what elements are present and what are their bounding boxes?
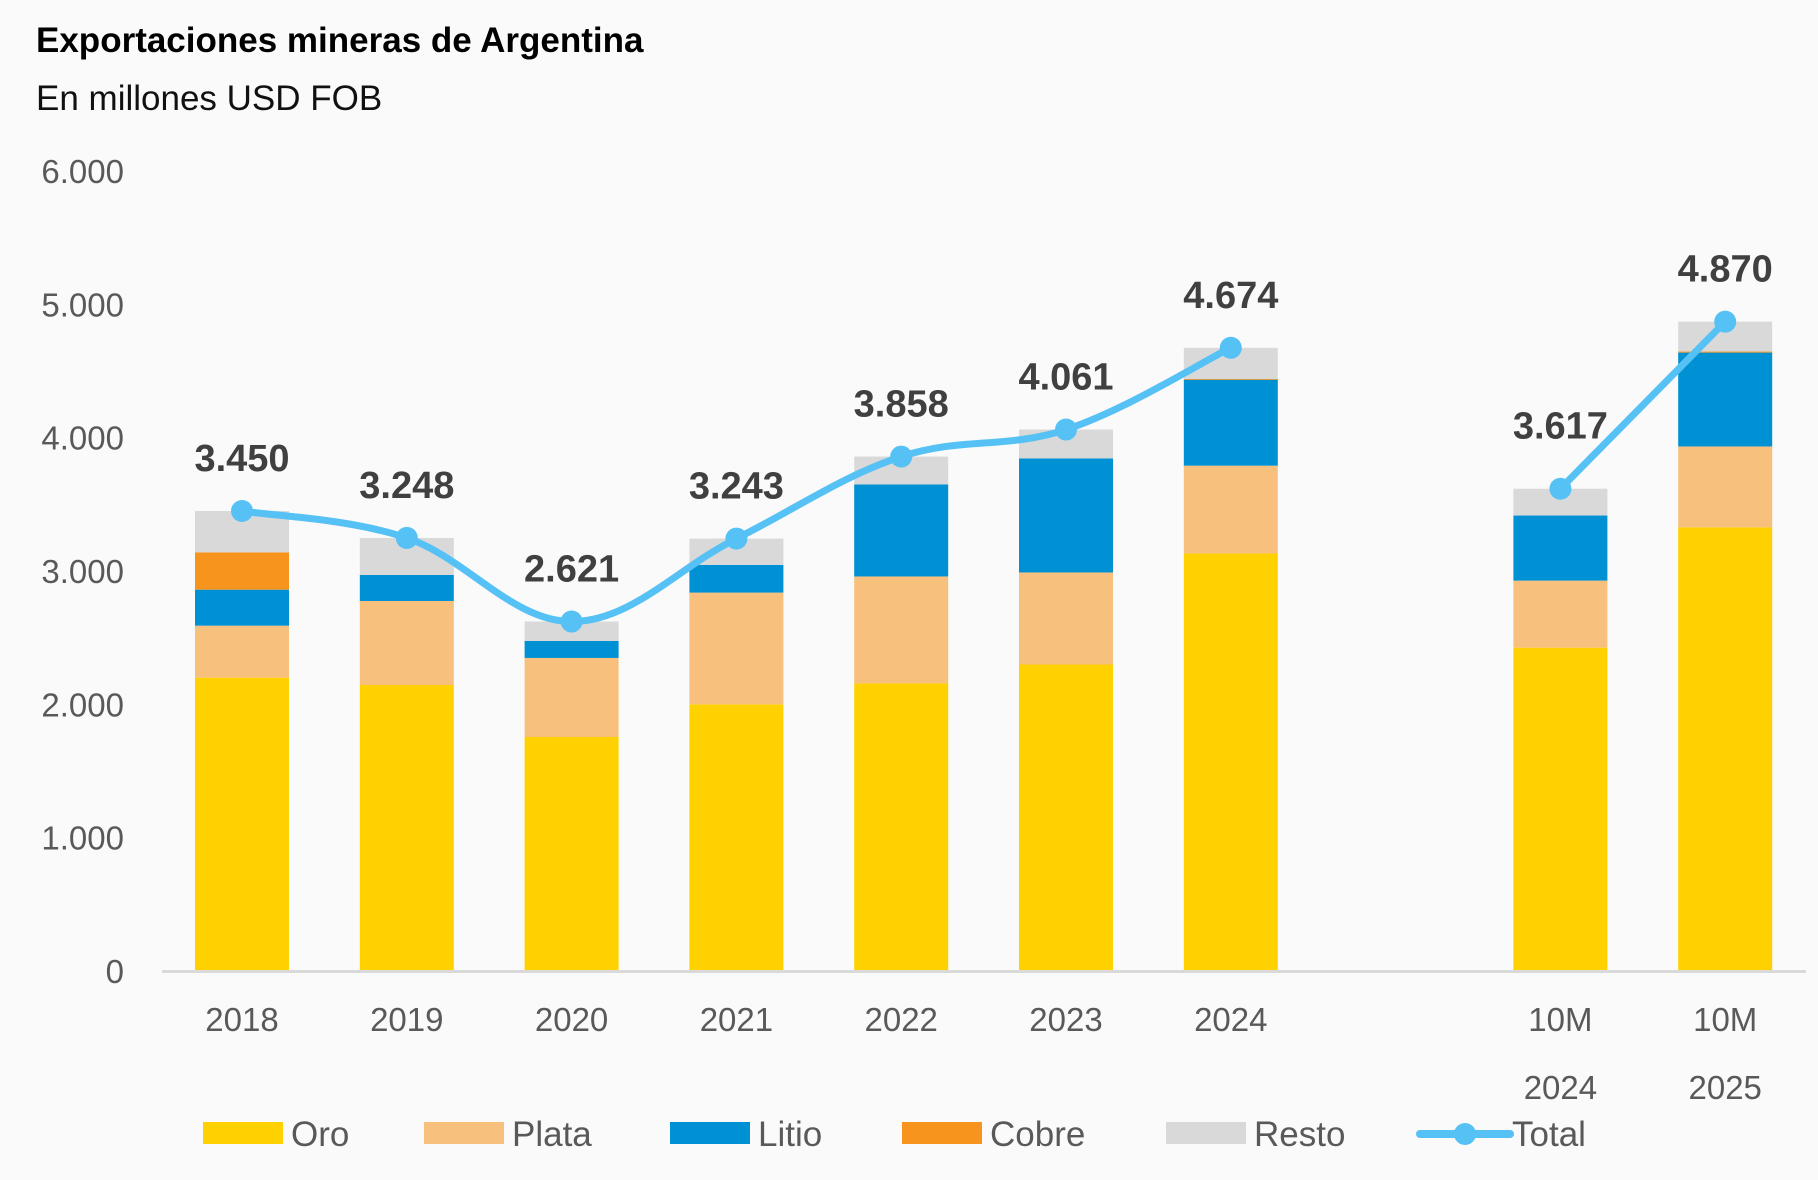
x-tick-label: 2021 bbox=[700, 1001, 773, 1038]
bar-segment-litio bbox=[1513, 515, 1608, 581]
total-data-label: 3.243 bbox=[689, 466, 784, 508]
bar-segment-plata bbox=[689, 592, 784, 705]
bar-segment-plata bbox=[359, 601, 454, 685]
bar-segment-oro bbox=[1183, 553, 1278, 971]
bar-segment-litio bbox=[524, 640, 619, 658]
y-tick-label: 3.000 bbox=[41, 553, 124, 590]
bar-segment-plata bbox=[1678, 446, 1773, 528]
bar-segment-oro bbox=[854, 683, 949, 971]
x-tick-label: 10M bbox=[1693, 1001, 1757, 1038]
total-point-marker bbox=[725, 527, 748, 550]
x-axis: 2018 2019 2020 2021 2022 2023 2024 10M 2024 10M 20… bbox=[205, 1001, 1762, 1106]
x-tick-label: 2018 bbox=[205, 1001, 278, 1038]
bar-segment-litio bbox=[1183, 379, 1278, 466]
x-tick-label: 2020 bbox=[535, 1001, 608, 1038]
bar-segment-litio bbox=[1678, 352, 1773, 447]
total-point-marker bbox=[560, 610, 583, 633]
y-tick-label: 5.000 bbox=[41, 286, 124, 323]
bar-segment-plata bbox=[195, 625, 289, 678]
y-tick-label: 2.000 bbox=[41, 686, 124, 723]
total-point-marker bbox=[1549, 477, 1572, 500]
bar-segment-oro bbox=[1019, 664, 1113, 971]
legend-swatch-oro bbox=[203, 1122, 283, 1144]
bar-segment-oro bbox=[359, 685, 454, 971]
legend-label: Litio bbox=[758, 1115, 822, 1154]
chart-subtitle: En millones USD FOB bbox=[36, 79, 382, 118]
legend-label: Cobre bbox=[990, 1115, 1085, 1154]
x-tick-label: 2023 bbox=[1029, 1001, 1102, 1038]
legend-label: Oro bbox=[291, 1115, 349, 1154]
total-point-marker bbox=[890, 445, 913, 468]
total-point-marker bbox=[231, 500, 253, 522]
y-axis: 0 1.000 2.000 3.000 4.000 5.000 6.000 bbox=[41, 153, 124, 990]
x-tick-label: 10M bbox=[1528, 1001, 1592, 1038]
chart-title: Exportaciones mineras de Argentina bbox=[36, 21, 644, 60]
legend-label: Total bbox=[1512, 1115, 1586, 1154]
y-tick-label: 0 bbox=[106, 953, 124, 990]
total-data-label: 2.621 bbox=[524, 549, 619, 591]
bar-segment-oro bbox=[524, 737, 619, 971]
bar-segment-litio bbox=[689, 564, 784, 593]
bar-segment-litio bbox=[195, 589, 289, 626]
bar-segment-plata bbox=[1513, 580, 1608, 648]
bar-segment-oro bbox=[689, 704, 784, 971]
y-tick-label: 4.000 bbox=[41, 420, 124, 457]
bar-segment-plata bbox=[524, 657, 619, 737]
total-line bbox=[1556, 318, 1729, 493]
total-data-label: 4.870 bbox=[1678, 249, 1773, 291]
legend-swatch-total-marker bbox=[1454, 1123, 1476, 1145]
x-tick-label: 2024 bbox=[1194, 1001, 1267, 1038]
x-tick-label: 2024 bbox=[1524, 1069, 1597, 1106]
y-tick-label: 1.000 bbox=[41, 820, 124, 857]
bar-segment-plata bbox=[854, 576, 949, 684]
total-point-marker bbox=[395, 526, 418, 549]
stacked-bars bbox=[195, 321, 1773, 971]
bar-segment-litio bbox=[359, 575, 454, 601]
total-data-labels: 3.450 3.248 2.621 3.243 3.858 4.061 4.674 3.617… bbox=[194, 249, 1772, 591]
bar-segment-cobre bbox=[1183, 379, 1278, 380]
legend-swatch-cobre bbox=[902, 1122, 982, 1144]
bar-segment-litio bbox=[1019, 458, 1113, 573]
legend: Oro Plata Litio Cobre Resto Total bbox=[203, 1115, 1586, 1154]
total-data-label: 4.674 bbox=[1183, 275, 1278, 317]
bar-segment-plata bbox=[1019, 572, 1113, 665]
legend-swatch-plata bbox=[424, 1122, 504, 1144]
total-data-label: 4.061 bbox=[1018, 357, 1113, 399]
x-tick-label: 2025 bbox=[1688, 1069, 1761, 1106]
bar-segment-oro bbox=[1513, 647, 1608, 971]
y-tick-label: 6.000 bbox=[41, 153, 124, 190]
bar-segment-oro bbox=[195, 677, 289, 971]
legend-label: Resto bbox=[1254, 1115, 1345, 1154]
x-tick-label: 2019 bbox=[370, 1001, 443, 1038]
total-data-label: 3.248 bbox=[359, 465, 454, 507]
x-tick-label: 2022 bbox=[864, 1001, 937, 1038]
bar-segment-plata bbox=[1183, 465, 1278, 554]
legend-label: Plata bbox=[512, 1115, 592, 1154]
total-point-marker bbox=[1055, 418, 1077, 441]
bar-segment-oro bbox=[1678, 527, 1773, 971]
total-point-marker bbox=[1219, 336, 1242, 359]
total-line-series bbox=[231, 310, 1737, 633]
total-point-marker bbox=[1714, 310, 1737, 333]
legend-swatch-resto bbox=[1166, 1122, 1246, 1144]
total-data-label: 3.858 bbox=[854, 384, 949, 426]
bar-segment-litio bbox=[854, 484, 949, 577]
total-data-label: 3.450 bbox=[194, 438, 289, 480]
total-data-label: 3.617 bbox=[1513, 406, 1608, 448]
legend-swatch-litio bbox=[670, 1122, 750, 1144]
bar-segment-cobre bbox=[195, 552, 289, 590]
bar-segment-cobre bbox=[1678, 351, 1773, 353]
